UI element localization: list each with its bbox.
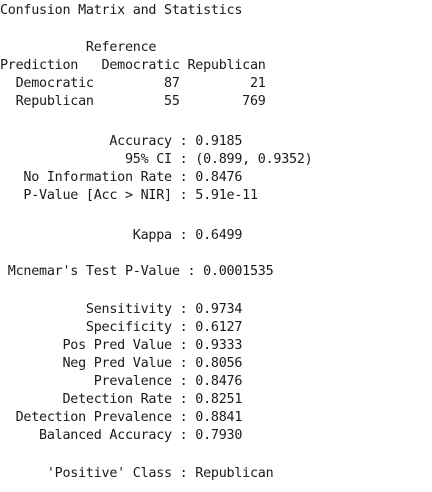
matrix-row-democratic: Democratic 87 21 [0,76,266,91]
stat-positive-class: 'Positive' Class : Republican [0,466,274,481]
matrix-column-header-line: Prediction Democratic Republican [0,58,266,73]
stat-accuracy: Accuracy : 0.9185 [0,134,243,149]
heading-line: Confusion Matrix and Statistics [0,3,243,18]
stat-neg-pred-value: Neg Pred Value : 0.8056 [0,356,243,371]
stat-pos-pred-value: Pos Pred Value : 0.9333 [0,338,243,353]
stat-detection-rate: Detection Rate : 0.8251 [0,392,243,407]
stat-confidence-interval: 95% CI : (0.899, 0.9352) [0,152,313,167]
stat-mcnemar-p-value: Mcnemar's Test P-Value : 0.0001535 [0,264,274,279]
reference-header-line: Reference [0,40,157,55]
stat-balanced-accuracy: Balanced Accuracy : 0.7930 [0,428,243,443]
stat-specificity: Specificity : 0.6127 [0,320,243,335]
stat-p-value-acc-nir: P-Value [Acc > NIR] : 5.91e-11 [0,188,258,203]
stat-no-information-rate: No Information Rate : 0.8476 [0,170,243,185]
matrix-row-republican: Republican 55 769 [0,94,266,109]
stat-detection-prevalence: Detection Prevalence : 0.8841 [0,410,243,425]
stat-sensitivity: Sensitivity : 0.9734 [0,302,243,317]
stat-kappa: Kappa : 0.6499 [0,228,243,243]
stat-prevalence: Prevalence : 0.8476 [0,374,243,389]
